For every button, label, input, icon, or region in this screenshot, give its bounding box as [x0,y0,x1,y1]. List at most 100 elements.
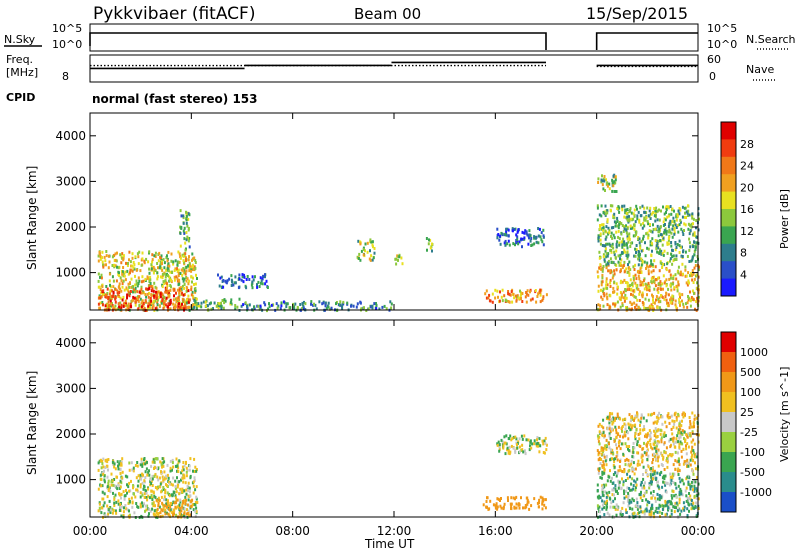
range-gate-cell [114,304,117,308]
range-gate-cell [676,224,679,228]
range-gate-cell [685,452,688,456]
range-gate-cell [622,230,625,233]
range-gate-cell [668,236,671,239]
range-gate-cell [497,233,500,236]
range-gate-cell [119,253,122,257]
range-gate-cell [662,262,665,266]
range-gate-cell [178,291,181,295]
colorbar-swatch [721,332,736,353]
range-gate-cell [162,478,165,482]
range-gate-cell [678,297,681,301]
range-gate-cell [152,501,155,505]
range-gate-cell [598,430,601,434]
range-gate-cell [660,440,663,444]
range-gate-cell [612,233,615,237]
range-gate-cell [635,483,638,487]
range-gate-cell [597,239,600,243]
range-gate-cell [107,297,110,301]
range-gate-cell [232,283,235,287]
range-gate-cell [110,483,113,487]
range-gate-cell [140,285,143,289]
range-gate-cell [228,277,231,281]
range-gate-cell [606,218,609,222]
range-gate-cell [689,432,692,436]
range-gate-cell [614,175,617,179]
range-gate-cell [623,496,626,500]
range-gate-cell [598,456,601,460]
range-gate-cell [149,278,152,282]
range-gate-cell [117,302,120,306]
range-gate-cell [680,509,683,513]
range-gate-cell [220,307,223,311]
range-gate-cell [184,302,187,306]
range-gate-cell [114,484,117,488]
range-gate-cell [679,301,682,305]
range-gate-cell [612,261,615,265]
range-gate-cell [524,229,527,233]
range-gate-cell [488,293,491,297]
range-gate-cell [97,302,100,306]
range-gate-cell [101,260,104,264]
range-gate-cell [686,283,689,287]
range-gate-cell [127,272,130,276]
range-gate-cell [616,240,619,244]
range-gate-cell [624,463,627,467]
range-gate-cell [611,457,613,461]
range-gate-cell [641,226,644,230]
range-gate-cell [181,253,184,257]
range-gate-cell [176,464,179,468]
range-gate-cell [657,282,660,286]
range-gate-cell [660,209,662,213]
range-gate-cell [637,210,640,214]
range-gate-cell [604,204,607,208]
range-gate-cell [304,302,307,306]
range-gate-cell [131,256,134,260]
range-gate-cell [132,266,135,270]
range-gate-cell [520,291,522,295]
range-gate-cell [644,254,647,258]
range-gate-cell [674,303,677,307]
range-gate-cell [504,441,507,445]
range-gate-cell [641,454,644,458]
range-gate-cell [695,245,697,249]
range-gate-cell [698,265,700,269]
range-gate-cell [154,269,157,272]
range-gate-cell [603,212,606,216]
range-gate-cell [679,420,681,424]
range-gate-cell [627,263,629,267]
range-gate-cell [158,266,161,270]
colorbar-swatch [721,372,736,393]
range-gate-cell [119,467,122,471]
colorbar-swatch [721,472,736,493]
range-gate-cell [147,302,150,306]
range-gate-cell [626,237,629,241]
range-gate-cell [662,287,664,291]
range-gate-cell [502,444,505,448]
range-gate-cell [696,281,698,285]
range-gate-cell [505,434,508,438]
range-gate-cell [515,506,518,510]
range-gate-cell [177,283,180,287]
range-gate-cell [694,248,697,252]
range-gate-cell [608,434,611,438]
range-gate-cell [149,282,152,285]
range-gate-cell [673,420,676,423]
range-gate-cell [217,304,220,307]
range-gate-cell [126,491,128,495]
range-gate-cell [533,242,536,246]
range-gate-cell [679,218,682,222]
range-gate-cell [501,440,504,444]
range-gate-cell [655,298,657,302]
range-gate-cell [690,274,693,278]
range-gate-cell [179,498,182,502]
range-gate-cell [133,511,136,515]
range-gate-cell [663,477,666,481]
range-gate-cell [635,204,638,208]
range-gate-cell [97,296,100,300]
range-gate-cell [673,232,676,236]
range-gate-cell [656,456,659,460]
range-gate-cell [192,296,195,300]
range-gate-cell [623,468,626,471]
range-gate-cell [156,298,159,302]
